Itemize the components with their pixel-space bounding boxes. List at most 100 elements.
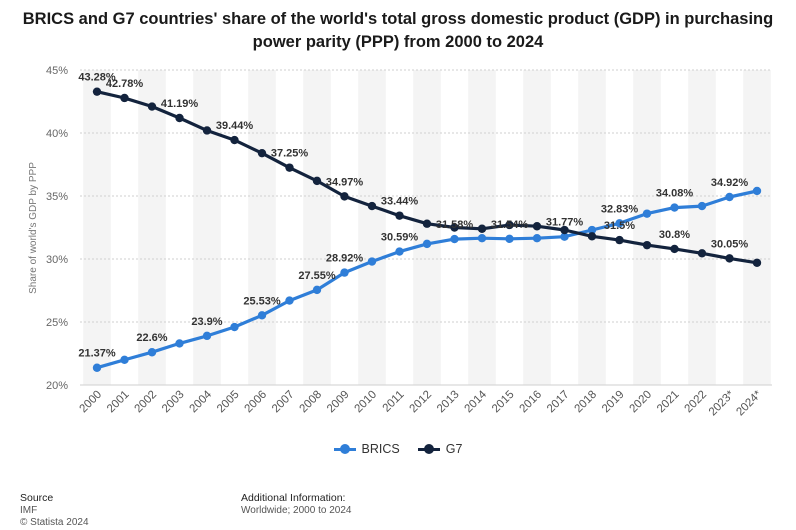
source-block: Source IMF © Statista 2024	[20, 492, 89, 530]
data-point-g7[interactable]	[477, 224, 487, 233]
additional-info-block: Additional Information: Worldwide; 2000 …	[241, 492, 351, 517]
x-tick-label: 2012	[408, 389, 435, 416]
data-label-brics: 25.53%	[243, 295, 281, 307]
data-point-g7[interactable]	[175, 113, 184, 123]
data-point-g7[interactable]	[120, 93, 129, 103]
data-point-brics[interactable]	[532, 234, 542, 243]
data-point-brics[interactable]	[615, 219, 624, 228]
series-points	[92, 87, 762, 372]
data-point-g7[interactable]	[422, 219, 432, 228]
legend-label-g7: G7	[445, 442, 463, 456]
data-point-g7[interactable]	[450, 223, 459, 232]
data-point-g7[interactable]	[560, 225, 569, 235]
data-point-brics[interactable]	[422, 239, 432, 249]
data-point-g7[interactable]	[615, 235, 624, 245]
data-label-g7: 39.44%	[216, 120, 254, 132]
data-point-brics[interactable]	[340, 268, 349, 277]
data-label-brics: 21.37%	[78, 348, 116, 360]
additional-info-heading: Additional Information:	[241, 492, 346, 504]
data-label-brics: 31.58%	[436, 219, 474, 231]
y-tick-label: 45%	[46, 65, 68, 77]
data-point-g7[interactable]	[92, 87, 102, 96]
data-point-g7[interactable]	[230, 135, 239, 145]
legend: BRICS G7	[0, 442, 796, 456]
data-point-brics[interactable]	[477, 234, 487, 243]
data-label-g7: 41.19%	[161, 98, 199, 110]
data-point-g7[interactable]	[257, 148, 267, 158]
data-point-g7[interactable]	[395, 211, 404, 220]
data-label-brics: 30.59%	[381, 232, 419, 244]
data-point-g7[interactable]	[587, 232, 597, 241]
data-point-brics[interactable]	[285, 296, 294, 305]
data-point-brics[interactable]	[257, 311, 267, 320]
data-point-brics[interactable]	[450, 234, 459, 244]
x-tick-label: 2020	[628, 389, 655, 416]
data-label-brics: 31.54%	[491, 219, 529, 231]
data-point-g7[interactable]	[367, 201, 377, 211]
data-point-brics[interactable]	[505, 234, 514, 244]
legend-item-brics[interactable]: BRICS	[333, 442, 400, 456]
data-point-g7[interactable]	[725, 254, 734, 263]
x-tick-label: 2010	[353, 389, 380, 416]
data-label-g7: 34.97%	[326, 176, 364, 188]
y-axis-label: Share of world's GDP by PPP	[28, 162, 39, 294]
legend-marker-brics	[333, 443, 356, 455]
data-label-g7: 33.44%	[381, 196, 419, 208]
data-point-brics[interactable]	[312, 285, 322, 295]
x-tick-label: 2014	[463, 388, 490, 415]
data-point-g7[interactable]	[340, 192, 349, 201]
data-point-brics[interactable]	[752, 186, 762, 196]
data-point-brics[interactable]	[560, 232, 569, 241]
data-point-g7[interactable]	[202, 126, 212, 135]
y-tick-label: 30%	[46, 254, 68, 266]
data-point-brics[interactable]	[230, 322, 239, 332]
data-point-brics[interactable]	[642, 209, 652, 218]
data-point-brics[interactable]	[175, 339, 184, 348]
x-tick-label: 2024*	[734, 388, 764, 418]
x-tick-label: 2018	[573, 389, 600, 416]
x-tick-label: 2008	[298, 389, 325, 416]
y-tick-label: 40%	[46, 128, 68, 140]
x-tick-label: 2011	[381, 389, 407, 415]
data-point-brics[interactable]	[587, 225, 597, 235]
data-point-brics[interactable]	[395, 247, 404, 256]
data-point-brics[interactable]	[367, 257, 377, 266]
data-point-g7[interactable]	[505, 220, 514, 230]
legend-marker-g7	[417, 443, 440, 455]
x-tick-label: 2003	[160, 389, 187, 416]
background-band	[688, 70, 716, 385]
data-point-brics[interactable]	[120, 355, 129, 364]
legend-item-g7[interactable]: G7	[417, 442, 463, 456]
data-point-g7[interactable]	[312, 176, 322, 186]
data-point-g7[interactable]	[752, 258, 762, 267]
data-label-g7: 37.25%	[271, 148, 309, 160]
background-band	[138, 70, 166, 385]
data-point-g7[interactable]	[670, 244, 679, 254]
copyright-text: © Statista 2024	[20, 517, 89, 528]
data-point-g7[interactable]	[147, 102, 157, 111]
gridlines	[80, 69, 772, 386]
x-tick-label: 2016	[518, 389, 545, 416]
x-tick-label: 2019	[600, 389, 627, 416]
data-point-brics[interactable]	[147, 348, 157, 357]
y-tick-label: 35%	[46, 191, 68, 203]
data-point-g7[interactable]	[532, 222, 542, 231]
data-point-brics[interactable]	[670, 203, 679, 212]
data-point-brics[interactable]	[202, 331, 212, 341]
data-point-brics[interactable]	[92, 363, 102, 372]
data-point-g7[interactable]	[642, 240, 652, 250]
data-point-g7[interactable]	[697, 249, 707, 258]
data-point-brics[interactable]	[697, 201, 707, 211]
background-band	[248, 70, 276, 385]
x-tick-label: 2005	[215, 389, 242, 416]
background-band	[743, 70, 771, 385]
x-tick-label: 2006	[243, 389, 270, 416]
data-point-g7[interactable]	[285, 163, 294, 172]
data-label-brics: 34.92%	[711, 177, 749, 189]
x-tick-label: 2009	[325, 389, 352, 416]
data-point-brics[interactable]	[725, 192, 734, 202]
data-label-g7: 31.5%	[604, 220, 635, 232]
data-label-brics: 32.83%	[601, 203, 639, 215]
data-label-brics: 23.9%	[191, 316, 222, 328]
x-tick-label: 2022	[683, 389, 710, 416]
